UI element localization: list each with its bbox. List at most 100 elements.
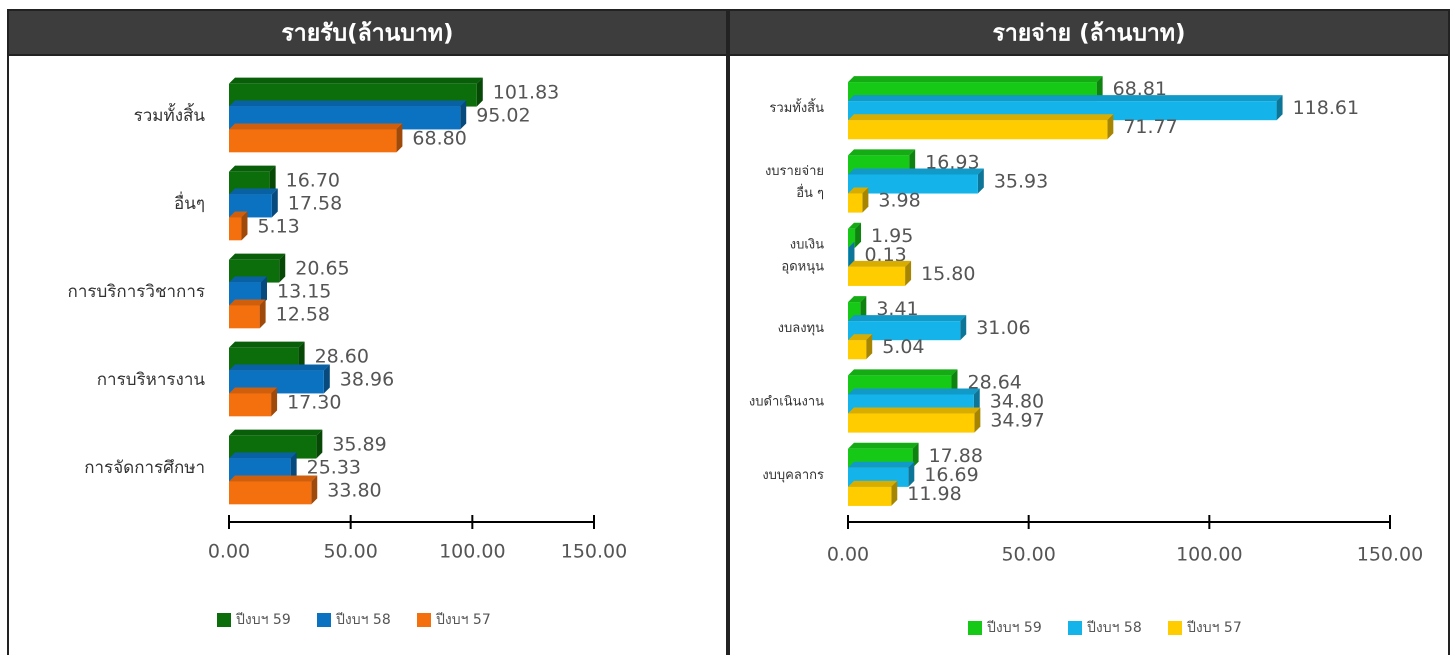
legend-swatch xyxy=(217,613,231,627)
bar-side xyxy=(279,253,286,283)
bar-top xyxy=(229,341,305,348)
bar-top xyxy=(848,222,862,229)
bar-top xyxy=(848,442,919,449)
x-tick-label: 0.00 xyxy=(827,544,869,566)
value-label: 34.80 xyxy=(990,391,1044,413)
bar-side xyxy=(1096,76,1103,102)
legend-label: ปีงบฯ 57 xyxy=(436,612,491,628)
value-label: 16.69 xyxy=(924,464,978,486)
bar-top xyxy=(229,452,297,459)
legend-label: ปีงบฯ 58 xyxy=(1087,620,1142,636)
bar-side xyxy=(260,276,267,306)
value-label: 118.61 xyxy=(1293,97,1359,119)
bar xyxy=(229,393,272,417)
bar-side xyxy=(960,315,967,341)
category-label: รวมทั้งสิ้น xyxy=(134,103,206,126)
bar-side xyxy=(905,260,912,286)
bar-side xyxy=(977,168,984,194)
value-label: 34.97 xyxy=(990,410,1044,432)
bar-top xyxy=(848,260,912,267)
category-label: งบดำเนินงาน xyxy=(749,395,824,410)
bar-top xyxy=(229,123,403,130)
legend-swatch xyxy=(417,613,431,627)
bar xyxy=(848,413,975,433)
bar-top xyxy=(848,315,967,322)
bar-side xyxy=(269,165,276,195)
bar-top xyxy=(848,480,898,487)
category-label: งบลงทุน xyxy=(778,321,824,336)
bar-top xyxy=(848,407,981,414)
bar-side xyxy=(891,480,898,506)
bar-side xyxy=(290,452,297,482)
value-label: 3.41 xyxy=(876,298,918,320)
bar-side xyxy=(271,387,278,417)
value-label: 38.96 xyxy=(340,369,394,391)
bar-top xyxy=(229,429,323,436)
value-label: 5.04 xyxy=(882,336,924,358)
bar xyxy=(229,481,312,505)
category-label: งบเงินอุดหนุน xyxy=(781,237,824,274)
bar-top xyxy=(229,276,267,283)
bar-side xyxy=(323,364,330,394)
bar-side xyxy=(259,299,266,329)
bar-top xyxy=(848,334,873,341)
bar-side xyxy=(1107,114,1114,140)
bar-top xyxy=(229,253,286,260)
bar-top xyxy=(848,76,1103,83)
value-label: 16.93 xyxy=(925,151,979,173)
value-label: 20.65 xyxy=(295,258,349,280)
bar-side xyxy=(909,149,916,175)
bar xyxy=(229,305,260,329)
bar-side xyxy=(973,388,980,414)
category-label: การจัดการศึกษา xyxy=(84,458,205,478)
value-label: 28.64 xyxy=(967,371,1021,393)
bar-side xyxy=(1276,95,1283,121)
x-tick-label: 100.00 xyxy=(439,541,505,563)
value-label: 12.58 xyxy=(276,303,330,325)
bar xyxy=(848,193,863,213)
bar-side xyxy=(298,341,305,371)
category-label: งบบุคลากร xyxy=(762,468,824,483)
bar-top xyxy=(848,187,869,194)
bar-top xyxy=(229,299,266,306)
panel-header xyxy=(728,9,1450,56)
bar-top xyxy=(229,475,318,482)
category-label: การบริหารงาน xyxy=(97,370,206,390)
category-label: การบริการวิชาการ xyxy=(68,282,205,302)
legend-label: ปีงบฯ 59 xyxy=(236,612,291,628)
legend-label: ปีงบฯ 58 xyxy=(336,612,391,628)
value-label: 16.70 xyxy=(286,170,340,192)
category-label: อื่นๆ xyxy=(174,191,205,214)
bar-top xyxy=(848,461,915,468)
value-label: 28.60 xyxy=(315,346,369,368)
value-label: 71.77 xyxy=(1123,116,1177,138)
bar-top xyxy=(229,77,483,84)
bar-top xyxy=(848,296,867,303)
value-label: 1.95 xyxy=(871,225,913,247)
value-label: 13.15 xyxy=(277,281,331,303)
category-label: รวมทั้งสิ้น xyxy=(769,98,824,116)
value-label: 0.13 xyxy=(864,244,906,266)
bar-top xyxy=(848,241,855,248)
panel-header xyxy=(7,9,728,56)
bar-side xyxy=(241,211,248,241)
bar xyxy=(848,266,906,286)
bar-side xyxy=(271,188,278,218)
legend-swatch xyxy=(317,613,331,627)
bar-top xyxy=(229,165,276,172)
bar-top xyxy=(229,364,330,371)
bar-side xyxy=(908,461,915,487)
bar-side xyxy=(460,100,467,130)
chart-title: รายรับ(ล้านบาท) xyxy=(281,21,453,47)
x-tick-label: 150.00 xyxy=(1357,544,1423,566)
bar-side xyxy=(855,222,862,248)
bar xyxy=(229,129,397,153)
value-label: 35.89 xyxy=(332,434,386,456)
bar-side xyxy=(316,429,323,459)
bar-side xyxy=(860,296,867,322)
value-label: 11.98 xyxy=(907,483,961,505)
bar-side xyxy=(311,475,318,505)
value-label: 35.93 xyxy=(994,171,1048,193)
x-tick-label: 0.00 xyxy=(208,541,250,563)
bar-top xyxy=(229,100,467,107)
